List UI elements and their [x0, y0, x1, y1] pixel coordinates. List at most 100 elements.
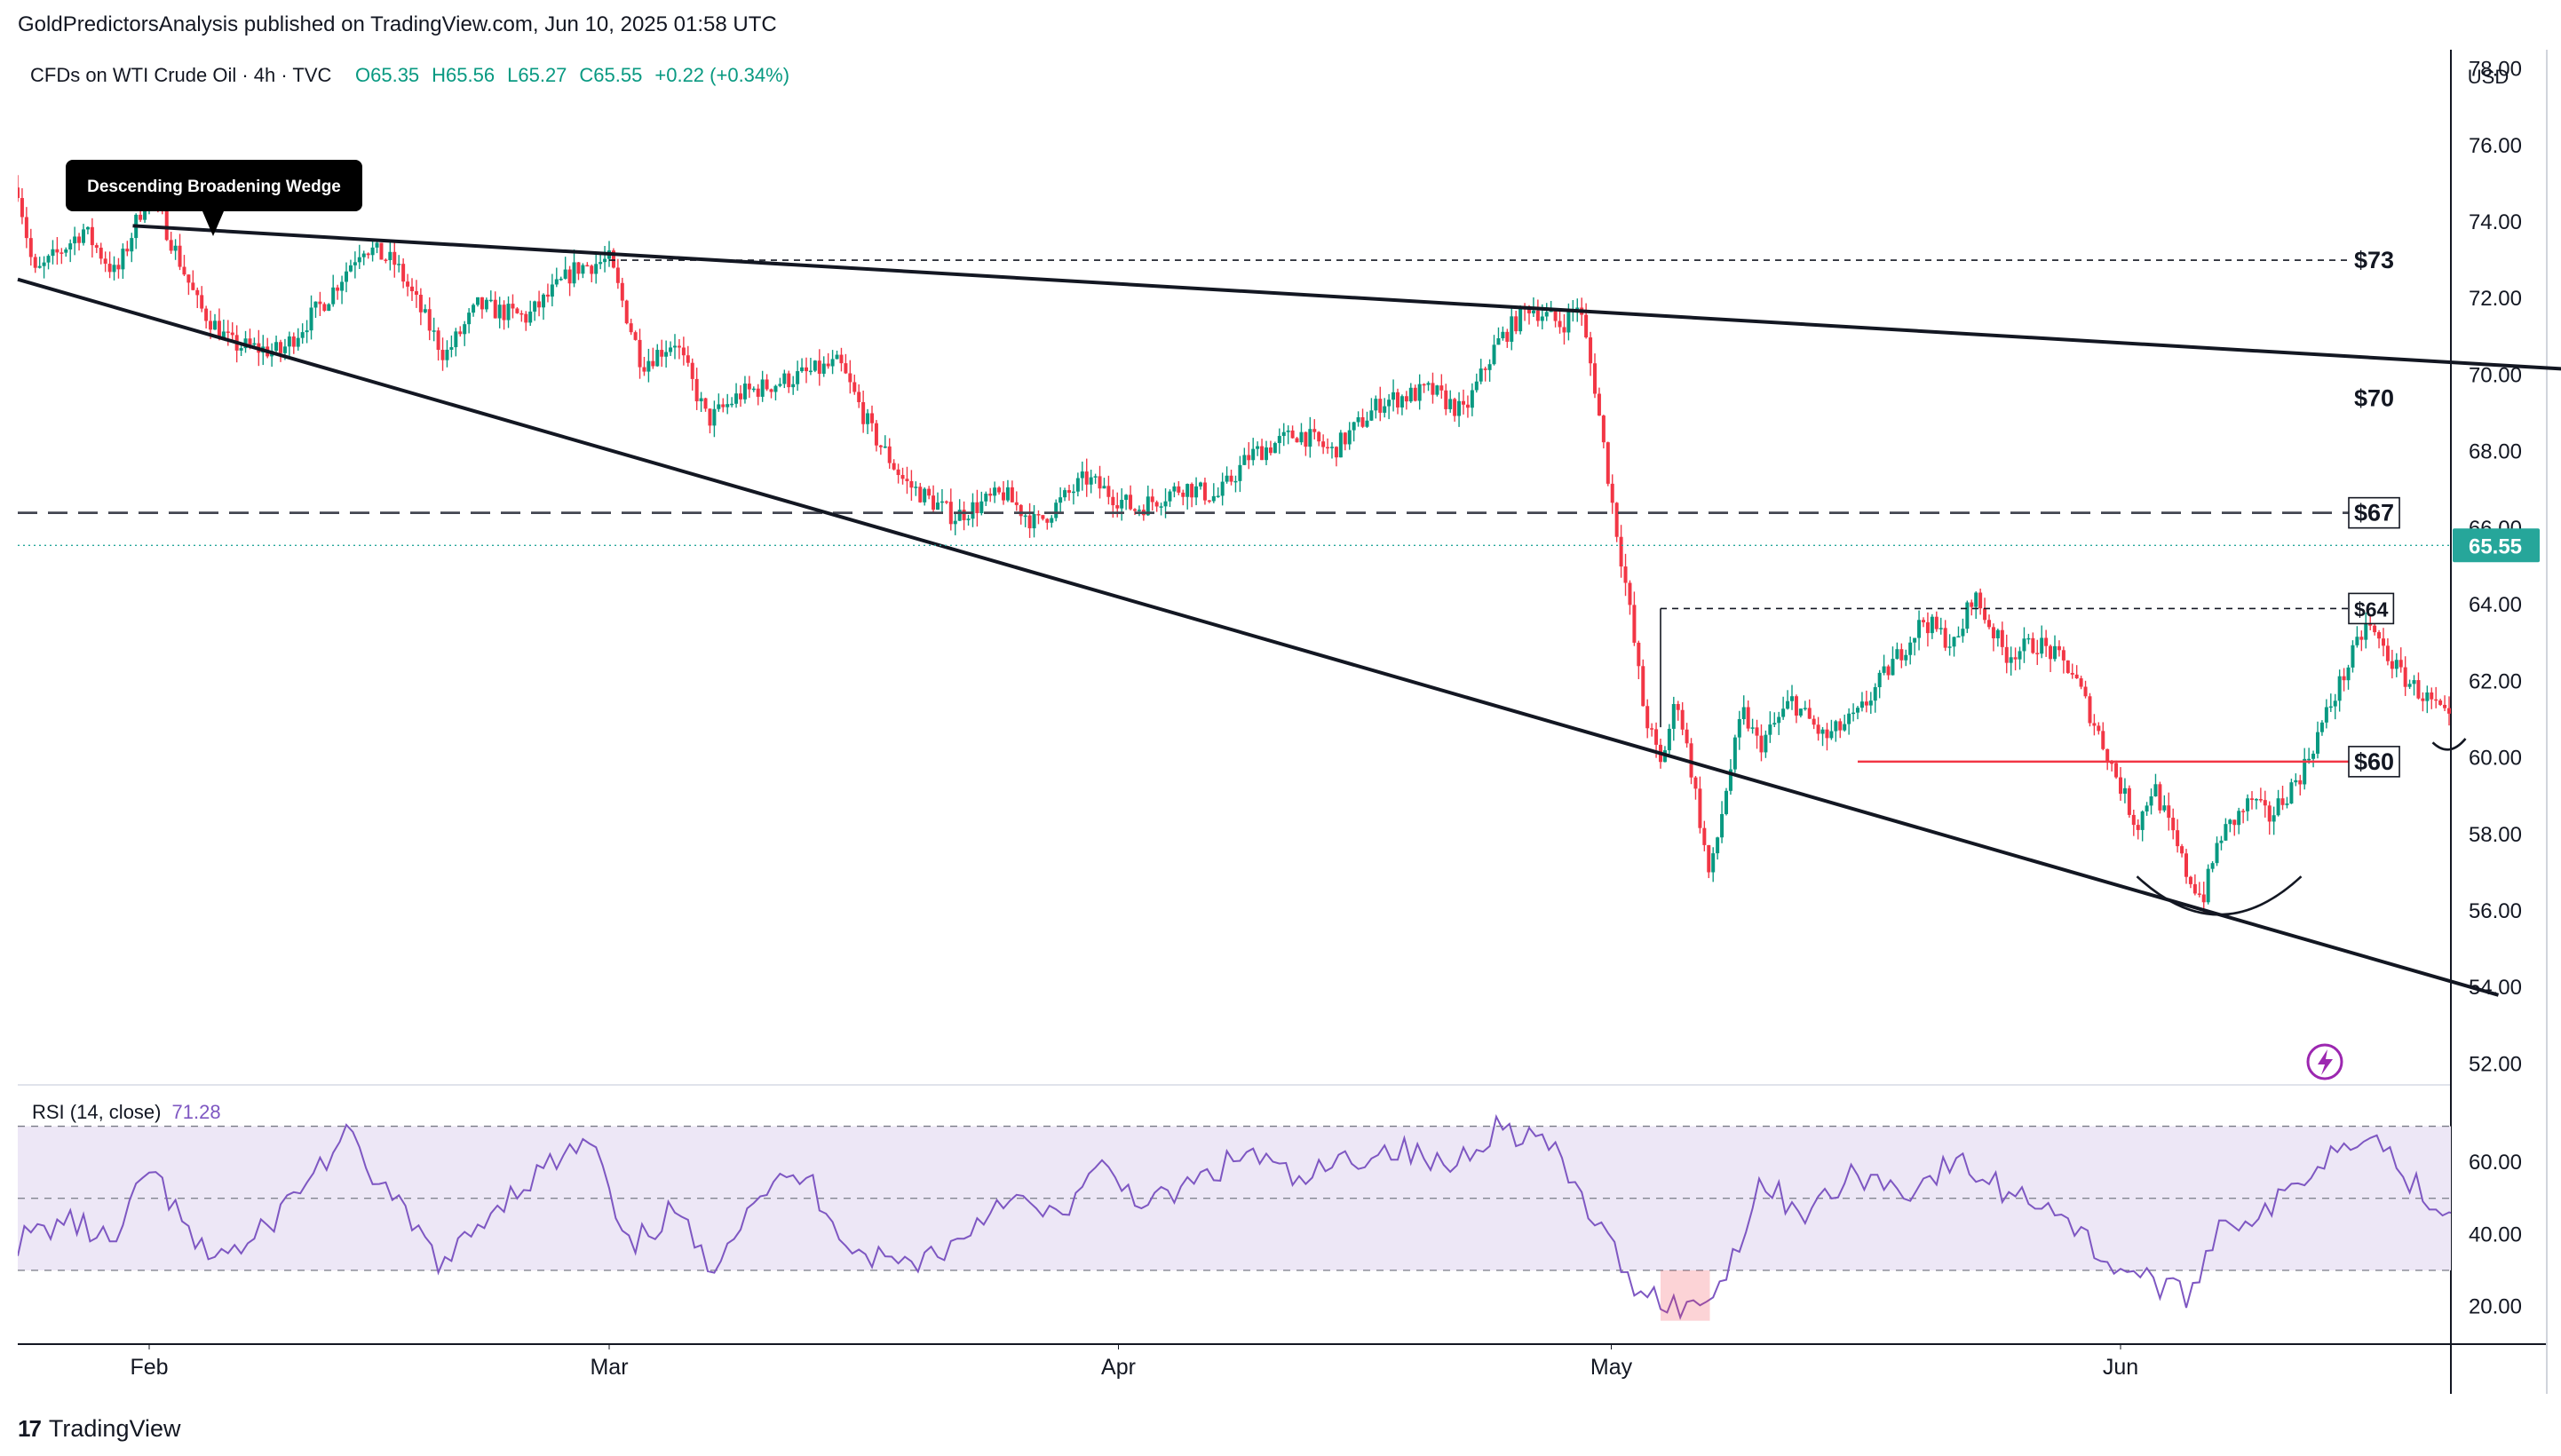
candle-body	[1343, 432, 1347, 445]
candle	[1877, 669, 1882, 699]
candle-body	[1641, 666, 1645, 707]
candle-body	[1671, 704, 1676, 729]
candle-body	[287, 336, 291, 347]
candle	[1619, 525, 1623, 578]
candle	[1820, 726, 1825, 747]
candle	[2552, 677, 2556, 683]
candle	[1934, 611, 1939, 632]
candle-body	[660, 350, 664, 357]
candle-body	[1685, 729, 1689, 744]
candle	[418, 288, 423, 326]
candle-body	[1829, 731, 1834, 739]
candle	[1396, 388, 1399, 415]
candle	[1764, 730, 1768, 758]
candle-body	[440, 350, 445, 360]
candle	[1641, 659, 1645, 707]
candle	[2324, 699, 2328, 729]
candle	[2359, 630, 2364, 652]
candle-body	[1207, 500, 1211, 502]
candle-body	[2162, 805, 2167, 811]
candle-body	[2474, 733, 2478, 735]
level-label: $67	[2354, 500, 2394, 526]
candle-body	[484, 299, 488, 310]
candle-body	[2053, 645, 2057, 660]
candle	[370, 240, 375, 262]
candle	[139, 209, 143, 222]
candle	[1859, 692, 1864, 712]
candle	[611, 248, 615, 269]
candle	[1422, 383, 1426, 393]
level-label-box	[2348, 496, 2400, 529]
candle-body	[988, 494, 993, 496]
candle-body	[1807, 708, 1812, 719]
candle-body	[747, 384, 751, 390]
candle-body	[296, 337, 300, 347]
candle-body	[493, 299, 497, 319]
candle-body	[1544, 312, 1549, 317]
candle-body	[703, 398, 708, 409]
candle	[37, 257, 42, 269]
candle-body	[1737, 719, 1741, 738]
candle	[1868, 692, 1873, 715]
candle-body	[1417, 384, 1422, 401]
candle	[1120, 488, 1124, 521]
candle	[1356, 411, 1360, 427]
candle	[2346, 664, 2351, 690]
candle-body	[2127, 787, 2131, 815]
candle	[2540, 677, 2543, 694]
tradingview-brand[interactable]: 17 TradingView	[18, 1415, 181, 1443]
candle-body	[550, 284, 554, 297]
candle-body	[673, 345, 677, 348]
candle-body	[2289, 782, 2294, 804]
candle-body	[1759, 735, 1764, 753]
candle-body	[1002, 492, 1005, 501]
price-tick-label: 64.00	[2469, 593, 2522, 617]
candle	[94, 242, 99, 254]
candle	[914, 481, 918, 496]
candle	[528, 300, 533, 327]
candle-body	[742, 384, 747, 400]
candle	[751, 386, 756, 392]
candle	[857, 384, 861, 408]
candle	[940, 489, 944, 513]
candle	[1777, 711, 1781, 735]
candle-body	[2049, 645, 2053, 660]
candle-body	[51, 249, 55, 257]
candle-body	[2486, 729, 2490, 733]
candle	[1106, 475, 1111, 505]
candle	[2215, 836, 2219, 866]
candle-body	[1676, 704, 1680, 710]
candle	[1202, 477, 1207, 505]
candle-body	[2241, 811, 2246, 812]
candle-body	[1553, 310, 1558, 321]
candle	[2127, 785, 2131, 818]
candle	[1720, 801, 1725, 843]
price-pane[interactable]	[18, 50, 2451, 1083]
price-tick-label: 58.00	[2469, 823, 2522, 847]
candle-body	[861, 401, 866, 424]
candle	[2097, 722, 2101, 735]
candle-body	[1535, 310, 1540, 321]
candle-body	[1847, 713, 1851, 724]
candle-body	[1619, 536, 1623, 567]
candle	[905, 466, 909, 495]
candle-body	[940, 501, 944, 503]
candle-body	[94, 245, 99, 248]
candle	[112, 256, 116, 281]
candle-body	[2201, 894, 2206, 903]
candle	[313, 301, 318, 318]
candle	[554, 267, 559, 288]
candle	[1589, 331, 1593, 376]
candle	[1952, 637, 1956, 657]
candle	[2337, 669, 2342, 712]
candle-body	[1120, 500, 1124, 509]
candle	[975, 489, 979, 527]
candle	[2377, 629, 2382, 649]
candle	[603, 246, 607, 273]
lightning-alert-icon[interactable]	[2306, 1043, 2343, 1080]
candle	[747, 376, 751, 399]
candle	[55, 237, 59, 265]
candle-body	[130, 238, 134, 252]
candle	[336, 284, 340, 300]
